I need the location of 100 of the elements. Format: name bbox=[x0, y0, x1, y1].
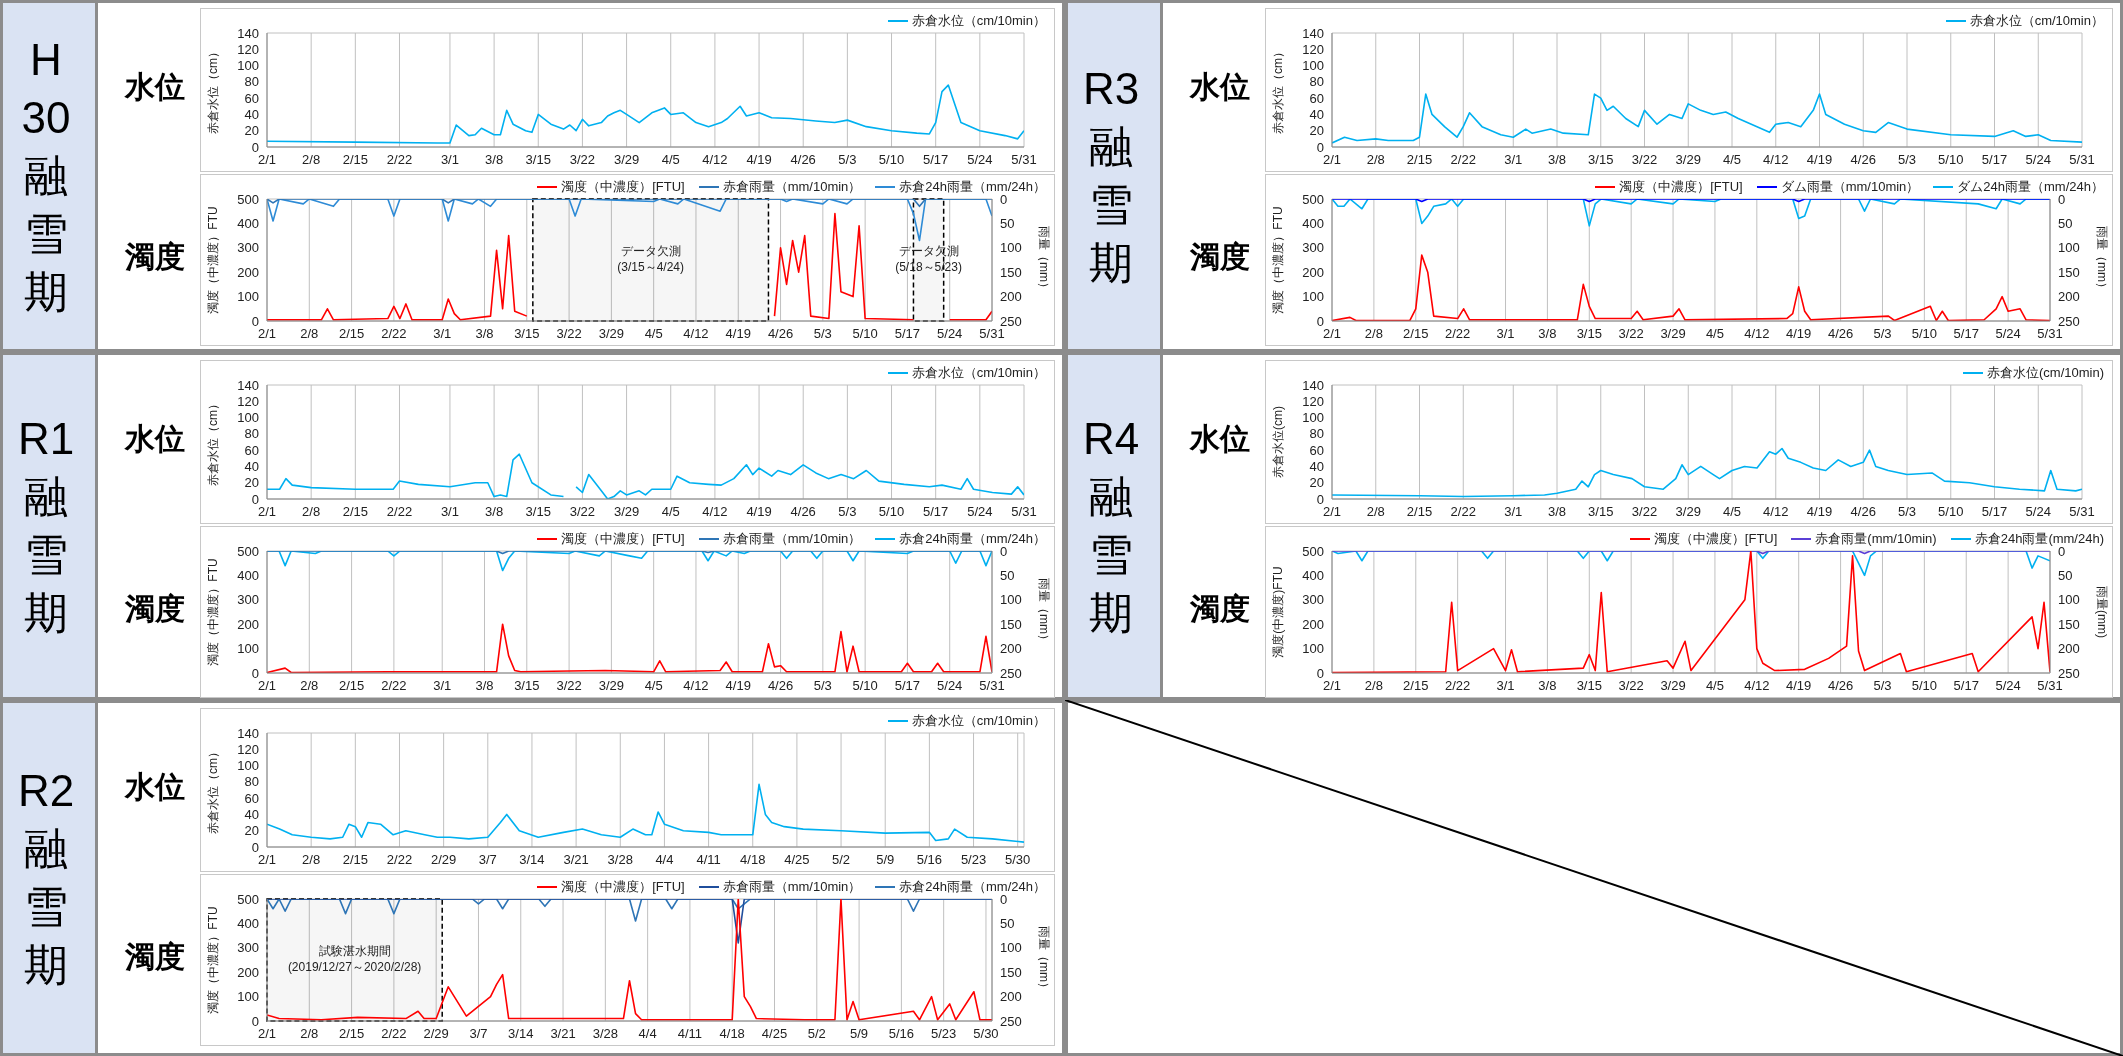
y-tick-label: 0 bbox=[251, 139, 259, 155]
x-tick-label: 3/29 bbox=[1675, 152, 1701, 168]
text: 濁度 bbox=[1189, 591, 1251, 627]
x-tick-label: 4/18 bbox=[740, 852, 766, 868]
text: 濁度 bbox=[124, 239, 186, 275]
y-tick-label: 60 bbox=[1309, 90, 1324, 106]
y-tick-label: 500 bbox=[1302, 191, 1324, 207]
y-axis-title: 濁度（中濃度）FTU bbox=[206, 558, 221, 666]
x-tick-label: 3/1 bbox=[1504, 504, 1523, 520]
x-tick-label: 4/19 bbox=[1786, 678, 1812, 694]
x-tick-label: 2/22 bbox=[1444, 326, 1471, 342]
x-tick-label: 5/31 bbox=[1011, 152, 1037, 168]
x-tick-label: 4/12 bbox=[1744, 678, 1770, 694]
x-tick-label: 4/12 bbox=[702, 504, 728, 520]
x-tick-label: 4/19 bbox=[1786, 326, 1812, 342]
text: R3融雪期 bbox=[1082, 63, 1140, 289]
x-tick-label: 2/15 bbox=[1406, 504, 1433, 520]
x-tick-label: 3/14 bbox=[508, 1026, 534, 1042]
x-tick-label: 2/1 bbox=[257, 326, 277, 342]
y-tick-label: 200 bbox=[1302, 616, 1324, 632]
x-tick-label: 4/12 bbox=[683, 326, 709, 342]
x-tick-label: 5/10 bbox=[1938, 504, 1964, 520]
text: 水位 bbox=[1188, 69, 1251, 105]
x-tick-label: 5/17 bbox=[923, 152, 949, 168]
y-tick-label: 100 bbox=[237, 410, 259, 426]
y2-tick-label: 250 bbox=[1000, 1013, 1022, 1029]
x-tick-label: 5/30 bbox=[973, 1026, 999, 1042]
x-tick-label: 2/15 bbox=[338, 1026, 365, 1042]
x-tick-label: 4/12 bbox=[683, 678, 709, 694]
y-tick-label: 40 bbox=[244, 807, 259, 823]
y-tick-label: 60 bbox=[244, 442, 259, 458]
y-tick-label: 500 bbox=[1302, 543, 1324, 559]
legend-label: 赤倉水位(cm/10min) bbox=[1986, 364, 2104, 382]
x-tick-label: 2/29 bbox=[423, 1026, 449, 1042]
y-tick-label: 500 bbox=[237, 191, 259, 207]
x-tick-label: 2/22 bbox=[1444, 678, 1471, 694]
y-tick-label: 0 bbox=[1316, 665, 1324, 681]
legend-label: 赤倉水位（cm/10min） bbox=[911, 12, 1046, 30]
x-tick-label: 3/1 bbox=[1496, 678, 1515, 694]
x-tick-label: 5/10 bbox=[1911, 326, 1938, 342]
x-tick-label: 4/12 bbox=[1763, 152, 1789, 168]
x-tick-label: 3/29 bbox=[1675, 504, 1701, 520]
y-axis-title: 赤倉水位(cm) bbox=[1271, 406, 1286, 478]
x-tick-label: 2/29 bbox=[430, 852, 457, 868]
x-tick-label: 3/29 bbox=[598, 326, 625, 342]
x-tick-label: 5/3 bbox=[1897, 504, 1917, 520]
band-label: 試験湛水期間 (2019/12/27～2020/2/28) bbox=[287, 944, 422, 975]
x-tick-label: 3/8 bbox=[1547, 504, 1567, 520]
x-tick-label: 3/21 bbox=[563, 852, 589, 868]
x-tick-label: 5/3 bbox=[1873, 678, 1892, 694]
x-tick-label: 3/15 bbox=[525, 152, 551, 168]
y-tick-label: 60 bbox=[244, 90, 259, 106]
y-tick-label: 100 bbox=[237, 989, 259, 1005]
y-tick-label: 80 bbox=[1309, 74, 1324, 90]
y-tick-label: 100 bbox=[1302, 58, 1324, 74]
y-axis-title: 濁度(中濃度)FTU bbox=[1271, 566, 1286, 658]
x-tick-label: 5/31 bbox=[2037, 678, 2063, 694]
x-tick-label: 2/8 bbox=[1366, 504, 1385, 520]
x-tick-label: 3/15 bbox=[1576, 678, 1602, 694]
x-tick-label: 3/1 bbox=[1496, 326, 1515, 342]
y-tick-label: 40 bbox=[244, 459, 259, 475]
x-tick-label: 4/5 bbox=[644, 678, 663, 694]
y2-tick-label: 150 bbox=[1000, 964, 1022, 980]
text: R1融雪期 bbox=[17, 413, 75, 639]
x-tick-label: 5/10 bbox=[878, 152, 905, 168]
y-tick-label: 80 bbox=[1309, 426, 1324, 442]
x-tick-label: 5/24 bbox=[2025, 152, 2051, 168]
x-tick-label: 2/8 bbox=[302, 852, 321, 868]
y-tick-label: 400 bbox=[1302, 568, 1324, 584]
y-axis-title: 赤倉水位（cm） bbox=[206, 398, 221, 486]
x-tick-label: 3/8 bbox=[1538, 678, 1557, 694]
x-tick-label: 2/8 bbox=[300, 678, 319, 694]
text: R2融雪期 bbox=[17, 765, 75, 991]
x-tick-label: 2/22 bbox=[386, 504, 413, 520]
x-tick-label: 5/17 bbox=[923, 504, 949, 520]
y-tick-label: 200 bbox=[237, 616, 259, 632]
x-tick-label: 4/26 bbox=[1850, 504, 1876, 520]
x-tick-label: 5/23 bbox=[960, 852, 987, 868]
x-tick-label: 4/26 bbox=[767, 326, 794, 342]
y-tick-label: 0 bbox=[1316, 491, 1324, 507]
text: 水位 bbox=[123, 69, 186, 105]
x-tick-label: 3/22 bbox=[556, 326, 582, 342]
x-tick-label: 2/1 bbox=[1322, 152, 1342, 168]
x-tick-label: 5/3 bbox=[813, 678, 832, 694]
x-tick-label: 5/24 bbox=[2025, 504, 2051, 520]
legend-label: 濁度（中濃度）[FTU] bbox=[1619, 178, 1743, 196]
x-tick-label: 5/2 bbox=[832, 852, 851, 868]
y2-tick-label: 200 bbox=[1000, 989, 1022, 1005]
y-tick-label: 400 bbox=[1302, 216, 1324, 232]
y-tick-label: 300 bbox=[1302, 592, 1324, 608]
x-tick-label: 4/26 bbox=[790, 504, 816, 520]
x-tick-label: 4/19 bbox=[746, 152, 772, 168]
x-tick-label: 2/22 bbox=[1450, 504, 1476, 520]
y-axis-title: 濁度（中濃度）FTU bbox=[206, 906, 221, 1014]
text: 濁度 bbox=[124, 591, 186, 627]
x-tick-label: 4/26 bbox=[790, 152, 816, 168]
x-tick-label: 2/8 bbox=[1364, 678, 1383, 694]
y-tick-label: 100 bbox=[1302, 289, 1324, 305]
x-tick-label: 5/24 bbox=[967, 504, 993, 520]
legend-label: 赤倉雨量(mm/10min) bbox=[1815, 530, 1937, 548]
